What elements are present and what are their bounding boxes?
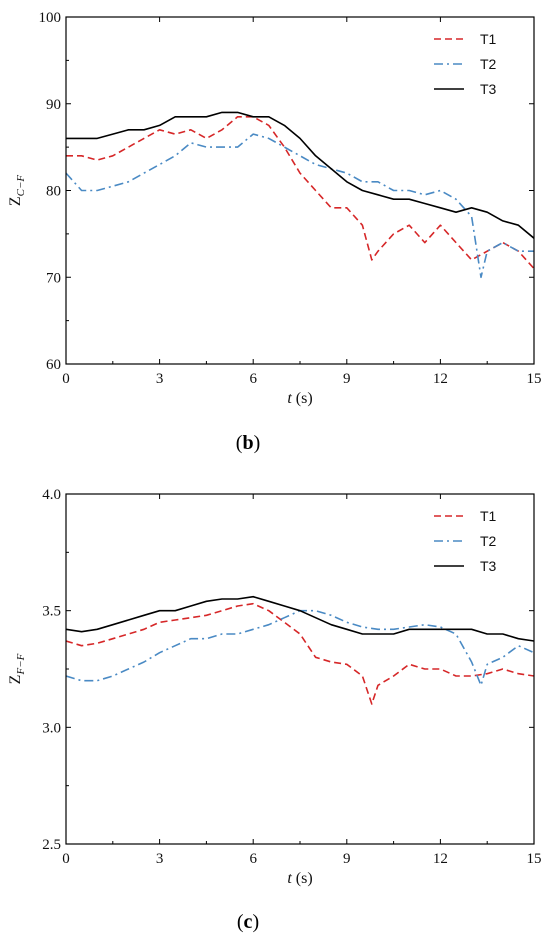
- y-tick-label: 3.5: [42, 604, 61, 620]
- panel-label: (c): [237, 911, 259, 933]
- x-axis-label: t (s): [287, 390, 312, 407]
- x-tick-label: 15: [527, 371, 542, 387]
- x-tick-label: 12: [433, 851, 448, 867]
- series-line-t1: [66, 602, 534, 705]
- x-axis-label: t (s): [287, 870, 312, 887]
- chart-panel-b: 0 3 6 9 12 15 60 70 80 90 100 t (s) ZC−F T1 T2 T3 (b): [7, 10, 542, 454]
- series-line-t2: [66, 133, 534, 279]
- plot-frame: [65, 493, 535, 845]
- plot-frame: [65, 16, 535, 365]
- y-tick-label: 70: [46, 270, 61, 286]
- y-tick-label: 60: [46, 357, 61, 373]
- series-line-t2: [66, 609, 534, 687]
- legend-label-t3: T3: [480, 558, 497, 574]
- x-tick-label: 3: [156, 851, 164, 867]
- y-tick-label: 80: [46, 184, 61, 200]
- y-tick-label: 100: [39, 10, 62, 26]
- y-tick-label: 2.5: [42, 837, 61, 853]
- x-tick-label: 6: [249, 371, 257, 387]
- x-tick-label: 0: [62, 851, 70, 867]
- x-tick-label: 9: [343, 851, 351, 867]
- legend-label-t3: T3: [480, 81, 497, 97]
- x-tick-label: 12: [433, 371, 448, 387]
- legend-label-t2: T2: [480, 56, 497, 72]
- x-tick-label: 15: [527, 851, 542, 867]
- y-tick-label: 3.0: [42, 720, 61, 736]
- series-line-t1: [66, 116, 534, 270]
- y-axis-label: ZC−F: [7, 175, 27, 207]
- series-line-t3: [66, 595, 534, 642]
- legend-label-t1: T1: [480, 31, 497, 47]
- chart-panel-c: 0 3 6 9 12 15 2.5 3.0 3.5 4.0 t (s) ZF−F T1 T2 T3 (c): [7, 487, 542, 933]
- x-tick-label: 9: [343, 371, 351, 387]
- y-axis-label: ZF−F: [7, 653, 27, 684]
- y-tick-label: 90: [46, 97, 61, 113]
- x-tick-label: 0: [62, 371, 70, 387]
- legend-label-t1: T1: [480, 508, 497, 524]
- y-tick-label: 4.0: [42, 487, 61, 503]
- x-tick-label: 3: [156, 371, 164, 387]
- series-line-t3: [66, 111, 534, 239]
- legend-label-t2: T2: [480, 533, 497, 549]
- panel-label: (b): [236, 432, 260, 454]
- x-tick-label: 6: [249, 851, 257, 867]
